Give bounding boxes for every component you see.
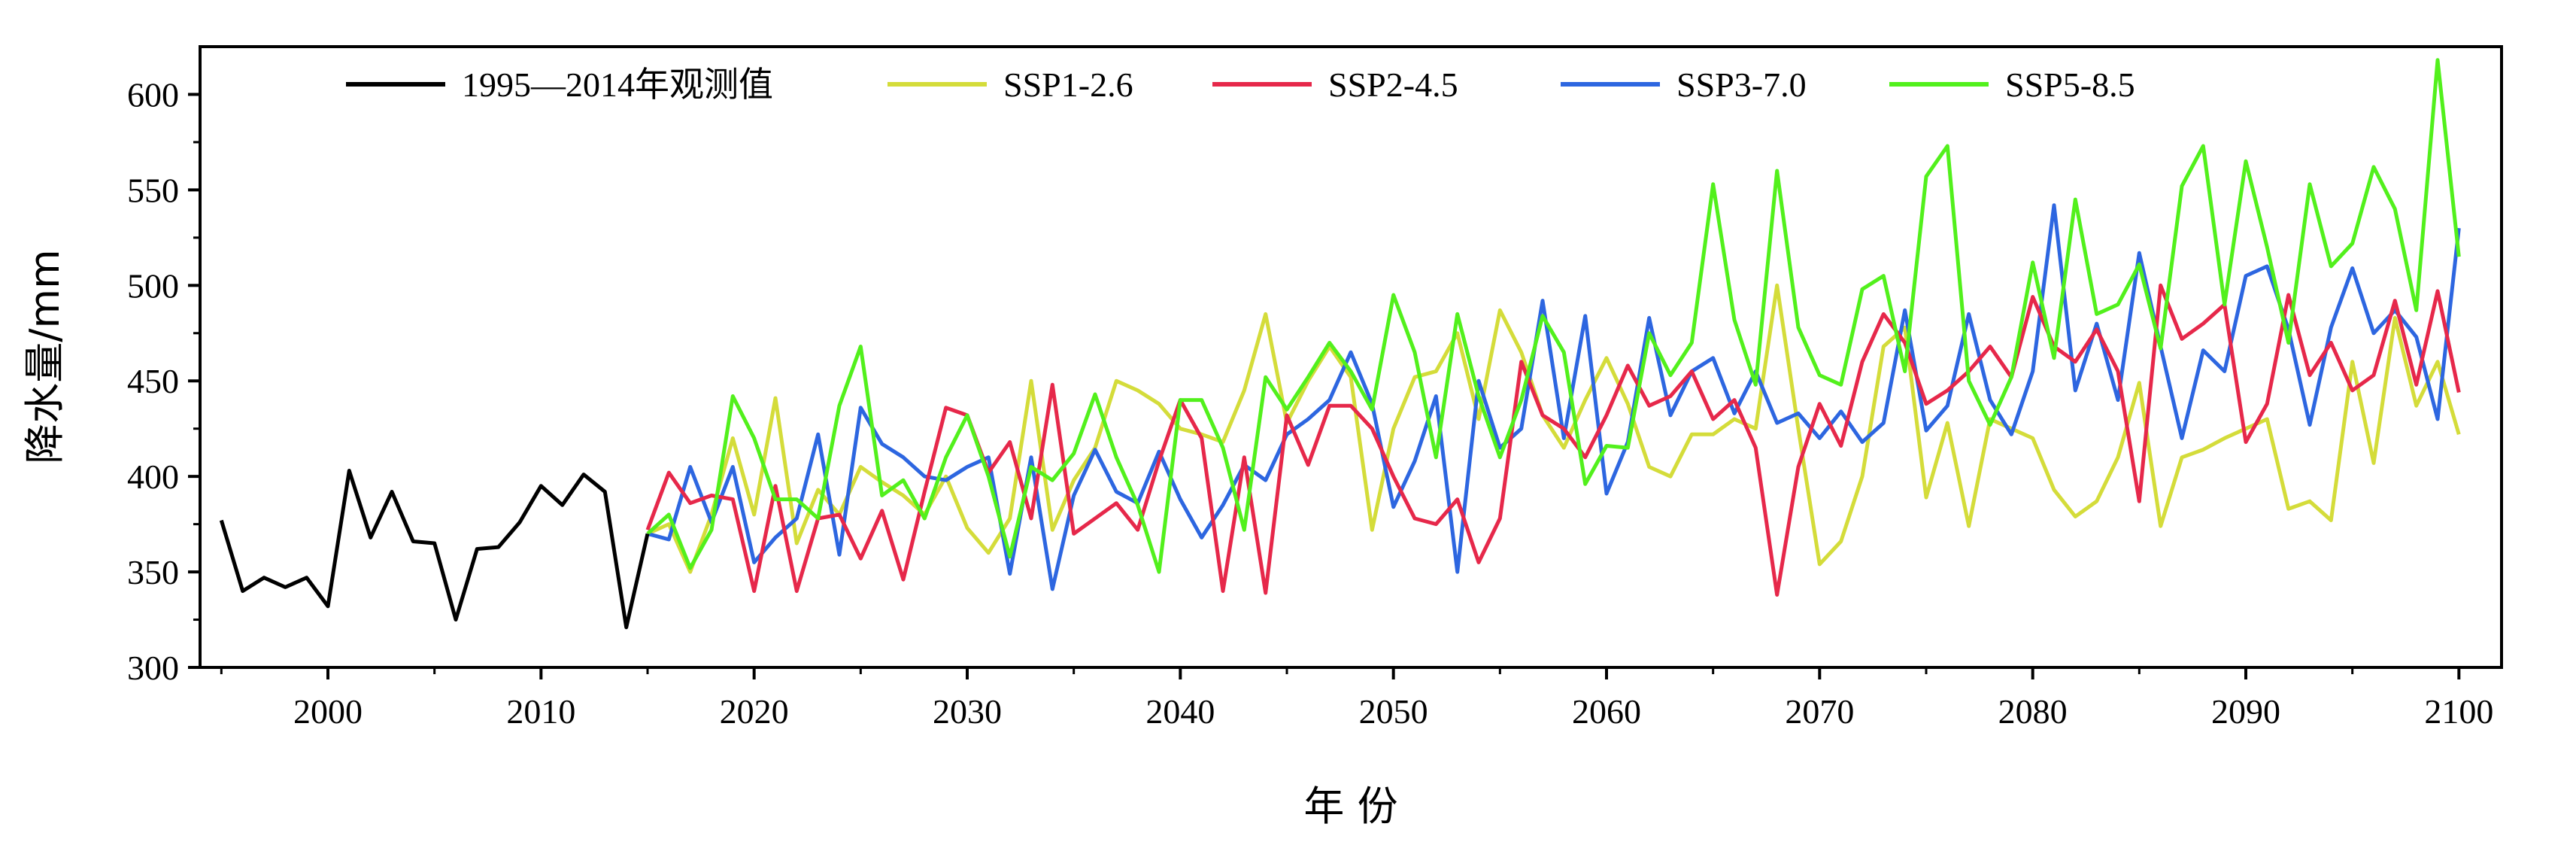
series-line-3 — [647, 203, 2461, 591]
plot-frame — [199, 45, 2503, 669]
x-tick-label: 2040 — [1145, 692, 1215, 731]
y-tick-label: 450 — [127, 362, 179, 400]
y-tick-label: 600 — [127, 75, 179, 114]
series-line-1 — [646, 283, 2461, 574]
legend-label: SSP2-4.5 — [1328, 65, 1458, 104]
y-tick-label: 550 — [127, 171, 179, 209]
y-tick-label: 300 — [127, 649, 179, 687]
legend: 1995—2014年观测值 SSP1-2.6 SSP2-4.5 SSP3-7.0 SSP… — [346, 65, 2135, 104]
legend-label: SSP3-7.0 — [1676, 65, 1807, 104]
series-line-4 — [646, 58, 2461, 574]
x-tick-label: 2050 — [1359, 692, 1428, 731]
x-tick-label: 2030 — [933, 692, 1002, 731]
legend-label: SSP1-2.6 — [1003, 65, 1133, 104]
x-tick-label: 2020 — [720, 692, 789, 731]
legend-label: SSP5-8.5 — [2005, 65, 2135, 104]
x-tick-label: 2060 — [1572, 692, 1641, 731]
series-lines — [219, 58, 2461, 630]
x-axis-title: 年 份 — [1303, 783, 1397, 830]
y-tick-label: 350 — [127, 553, 179, 591]
y-axis: 300 350 400 450 500 550 600 — [127, 75, 200, 687]
series-line-2 — [645, 283, 2461, 597]
x-axis: 2000 2010 2020 2030 2040 2050 2060 2070 2080 2090… — [220, 667, 2493, 731]
y-tick-label: 500 — [127, 266, 179, 305]
x-tick-label: 2070 — [1785, 692, 1854, 731]
y-tick-label: 400 — [127, 457, 179, 496]
series-line-0 — [219, 469, 650, 630]
x-tick-label: 2080 — [1998, 692, 2068, 731]
y-axis-title: 降水量/mm — [21, 249, 68, 464]
legend-label: 1995—2014年观测值 — [462, 65, 773, 104]
x-tick-label: 2010 — [506, 692, 575, 731]
x-tick-label: 2100 — [2424, 692, 2493, 731]
x-tick-label: 2090 — [2211, 692, 2280, 731]
x-tick-label: 2000 — [293, 692, 363, 731]
